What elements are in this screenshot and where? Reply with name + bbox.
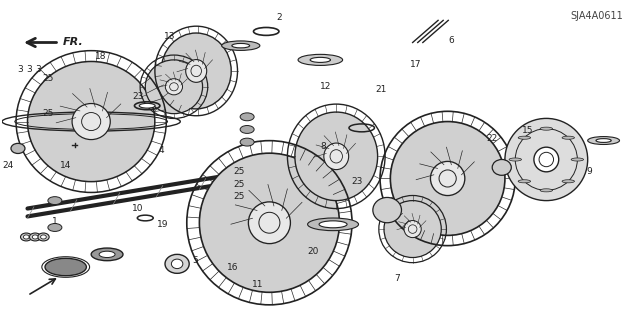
Ellipse shape <box>48 197 62 204</box>
Ellipse shape <box>295 112 378 201</box>
Text: 19: 19 <box>157 220 168 229</box>
Text: 23: 23 <box>351 177 363 186</box>
Text: 13: 13 <box>164 32 175 41</box>
Ellipse shape <box>540 127 552 130</box>
Text: 4: 4 <box>158 145 164 154</box>
Ellipse shape <box>240 138 254 146</box>
Ellipse shape <box>571 158 584 161</box>
Ellipse shape <box>240 113 254 121</box>
Ellipse shape <box>140 103 155 108</box>
Text: 20: 20 <box>307 247 318 256</box>
Ellipse shape <box>24 235 29 239</box>
Text: 12: 12 <box>320 82 331 91</box>
Ellipse shape <box>248 202 291 244</box>
Text: 15: 15 <box>522 126 533 135</box>
Text: 3: 3 <box>35 65 40 74</box>
Ellipse shape <box>200 153 339 292</box>
Ellipse shape <box>319 221 347 228</box>
Text: 25: 25 <box>42 74 54 83</box>
Text: 3: 3 <box>17 65 23 74</box>
Text: 7: 7 <box>394 274 399 283</box>
Text: 22: 22 <box>486 134 498 144</box>
Ellipse shape <box>186 60 207 82</box>
Ellipse shape <box>165 254 189 273</box>
Ellipse shape <box>40 235 46 239</box>
Ellipse shape <box>540 189 552 192</box>
Text: 6: 6 <box>448 36 454 45</box>
Text: 25: 25 <box>233 192 244 201</box>
Ellipse shape <box>20 233 32 241</box>
Ellipse shape <box>232 43 250 48</box>
Text: 21: 21 <box>375 85 387 94</box>
Ellipse shape <box>384 201 441 257</box>
Text: 11: 11 <box>252 280 264 289</box>
Ellipse shape <box>505 118 588 201</box>
Ellipse shape <box>29 233 41 241</box>
Ellipse shape <box>165 79 182 95</box>
Ellipse shape <box>72 104 110 140</box>
Ellipse shape <box>240 125 254 133</box>
Text: 17: 17 <box>410 60 422 69</box>
Ellipse shape <box>492 160 511 175</box>
Ellipse shape <box>298 54 342 65</box>
Text: 25: 25 <box>233 180 244 189</box>
Text: 2: 2 <box>276 13 282 22</box>
Ellipse shape <box>390 122 505 235</box>
Text: SJA4A0611: SJA4A0611 <box>570 11 623 21</box>
Ellipse shape <box>48 224 62 232</box>
Ellipse shape <box>11 143 25 153</box>
Ellipse shape <box>91 248 123 261</box>
Ellipse shape <box>32 235 38 239</box>
Ellipse shape <box>308 218 358 231</box>
Text: 25: 25 <box>233 167 244 176</box>
Ellipse shape <box>161 33 231 109</box>
Ellipse shape <box>518 136 531 139</box>
Ellipse shape <box>38 233 49 241</box>
Ellipse shape <box>373 197 401 223</box>
Text: 14: 14 <box>60 161 72 170</box>
Ellipse shape <box>310 57 330 63</box>
Text: 23: 23 <box>132 92 144 101</box>
Ellipse shape <box>588 137 620 145</box>
Ellipse shape <box>509 158 522 161</box>
Ellipse shape <box>518 180 531 183</box>
Text: 9: 9 <box>586 167 592 176</box>
Ellipse shape <box>324 143 349 170</box>
Ellipse shape <box>534 147 559 172</box>
Ellipse shape <box>145 60 203 114</box>
Ellipse shape <box>562 136 575 139</box>
Text: 3: 3 <box>26 65 31 74</box>
Ellipse shape <box>562 180 575 183</box>
Text: FR.: FR. <box>63 38 83 48</box>
Text: 18: 18 <box>95 52 106 61</box>
Ellipse shape <box>28 62 155 182</box>
Text: 16: 16 <box>227 263 238 271</box>
Text: 24: 24 <box>3 161 14 170</box>
Ellipse shape <box>404 220 421 238</box>
Ellipse shape <box>99 251 115 257</box>
Text: 5: 5 <box>192 256 198 265</box>
Ellipse shape <box>172 259 183 269</box>
Text: 25: 25 <box>42 109 54 118</box>
Text: 1: 1 <box>52 217 58 226</box>
Ellipse shape <box>221 41 260 50</box>
Ellipse shape <box>431 161 465 196</box>
Ellipse shape <box>596 139 611 142</box>
Text: 10: 10 <box>132 204 143 213</box>
Ellipse shape <box>45 258 86 276</box>
Text: 8: 8 <box>321 142 326 151</box>
